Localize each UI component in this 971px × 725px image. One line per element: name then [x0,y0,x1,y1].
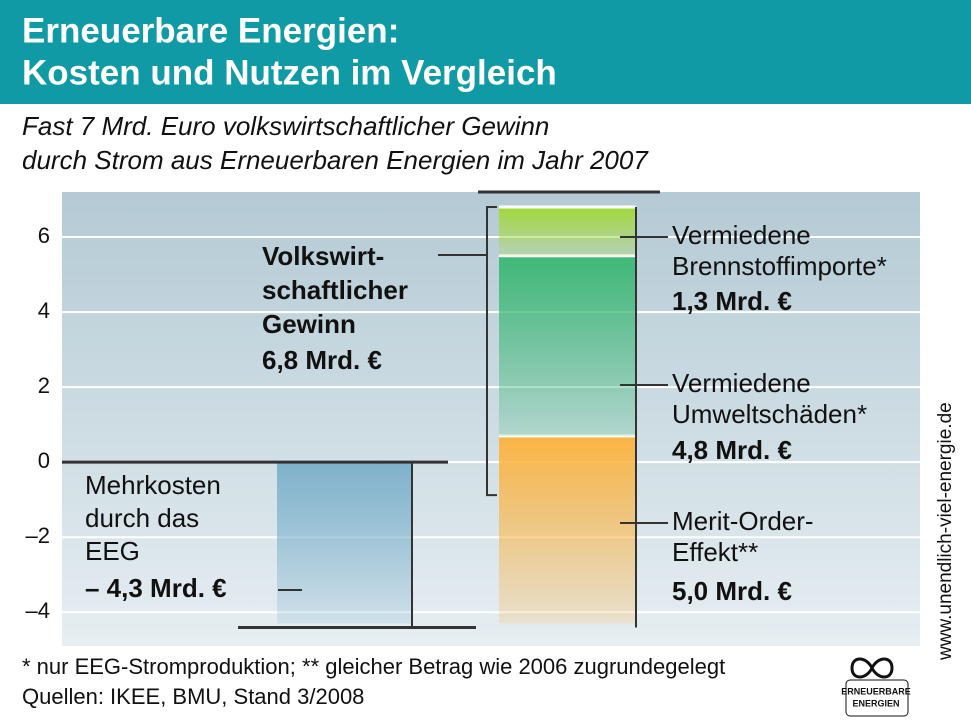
y-tick-label: 2 [38,373,50,398]
title: Erneuerbare Energien: [22,11,399,50]
series-label: Vermiedene [672,368,811,398]
cost-label: Mehrkosten [85,470,221,500]
source: Quellen: IKEE, BMU, Stand 3/2008 [22,684,364,709]
logo-box [845,679,909,717]
gain-label: Gewinn [262,309,356,339]
series-label: Effekt** [672,537,758,567]
logo-text: ERNEUERBARE [841,686,911,696]
gain-bracket [486,206,497,497]
plot-area [62,192,920,646]
stack-segment [499,255,636,436]
y-tick-label: –4 [26,598,50,623]
series-value-label: 5,0 Mrd. € [672,576,792,606]
series-label: Merit-Order- [672,506,814,536]
y-tick-label: 0 [38,448,50,473]
gain-label: schaftlicher [262,275,408,305]
logo: ERNEUERBARE ENERGIEN [841,657,911,717]
footnote: * nur EEG-Stromproduktion; ** gleicher B… [22,654,725,679]
series-value-label: 4,8 Mrd. € [672,435,792,465]
stack-segment [499,207,636,256]
series-value-label: 1,3 Mrd. € [672,286,792,316]
series-label: Vermiedene [672,220,811,250]
y-tick-label: 6 [38,223,50,248]
cost-label: durch das [85,503,199,533]
cost-value-label: – 4,3 Mrd. € [85,573,227,603]
y-tick-label: –2 [26,523,50,548]
logo-text: ENERGIEN [852,698,899,708]
title: Kosten und Nutzen im Vergleich [22,53,557,92]
logo-mark [850,657,894,679]
stack-segment [499,435,636,624]
cost-bar [277,462,412,624]
cost-label: EEG [85,536,140,566]
gain-label: Volkswirt- [262,241,384,271]
y-tick-label: 4 [38,298,50,323]
series-label: Brennstoffimporte* [672,251,887,281]
series-label: Umweltschäden* [672,399,867,429]
gain-value-label: 6,8 Mrd. € [262,345,382,375]
header [0,0,971,104]
side-text: www.unendlich-viel-energie.de [935,402,956,661]
subtitle: durch Strom aus Erneuerbaren Energien im… [22,145,649,175]
subtitle: Fast 7 Mrd. Euro volkswirtschaftlicher G… [22,111,549,141]
